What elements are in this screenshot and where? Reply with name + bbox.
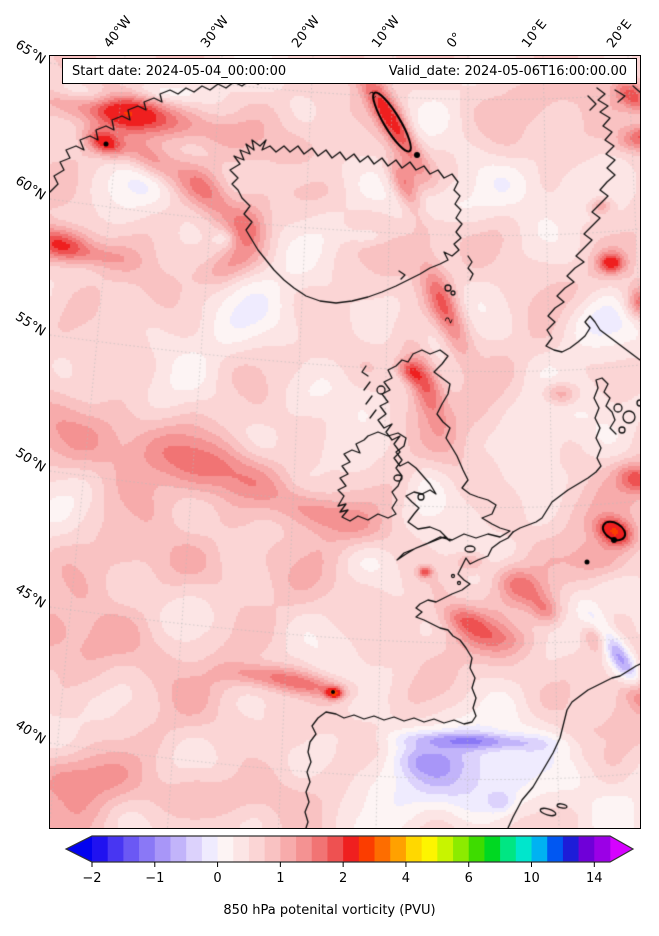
colorbar-segment <box>107 836 124 862</box>
map-plot-area: Start date: 2024-05-04_00:00:00 Valid_da… <box>49 55 641 829</box>
colorbar-tick-label: 1 <box>276 871 284 886</box>
colorbar: −2 −1 0 1 2 4 6 10 14 <box>64 835 635 886</box>
colorbar-segment <box>453 836 470 862</box>
colorbar-segment <box>123 836 140 862</box>
lat-tick-label: 65°N <box>12 37 49 68</box>
colorbar-segment <box>405 836 422 862</box>
colorbar-segment <box>515 836 532 862</box>
lon-tick-label: 40°W <box>101 13 136 52</box>
colorbar-segment <box>170 836 187 862</box>
colorbar-segment <box>421 836 438 862</box>
colorbar-segment <box>296 836 313 862</box>
colorbar-segment <box>468 836 485 862</box>
colorbar-segment <box>139 836 156 862</box>
lat-tick-label: 60°N <box>12 173 49 204</box>
colorbar-segment <box>311 836 328 862</box>
colorbar-caption: 850 hPa potenital vorticity (PVU) <box>223 903 436 918</box>
colorbar-segment <box>248 836 266 862</box>
colorbar-segment <box>217 836 234 862</box>
valid-date-label: Valid_date: 2024-05-06T16:00:00.00 <box>388 63 627 79</box>
colorbar-over-arrow <box>610 836 633 862</box>
colorbar-segment <box>437 836 454 862</box>
colorbar-segment <box>327 836 344 862</box>
colorbar-under-arrow <box>66 836 92 862</box>
lon-tick-label: 20°E <box>604 17 636 51</box>
colorbar-segment <box>186 836 203 862</box>
colorbar-tick-label: 6 <box>465 871 473 886</box>
colorbar-tick-label: −2 <box>82 871 101 886</box>
lat-tick-label: 50°N <box>12 445 49 476</box>
colorbar-segment <box>531 836 548 862</box>
colorbar-tick-label: 14 <box>586 871 603 886</box>
lon-tick-label: 0° <box>444 30 466 51</box>
colorbar-segment <box>280 836 297 862</box>
colorbar-segment <box>500 836 517 862</box>
colorbar-tick-label: 10 <box>523 871 540 886</box>
colorbar-segment <box>343 836 360 862</box>
lon-tick-label: 30°W <box>198 13 233 52</box>
map-title-bar: Start date: 2024-05-04_00:00:00 Valid_da… <box>62 58 637 84</box>
colorbar-segment <box>358 836 375 862</box>
lon-tick-label: 10°W <box>369 13 404 52</box>
lon-tick-label: 20°W <box>289 13 324 52</box>
lon-tick-label: 10°E <box>519 17 551 51</box>
lat-tick-label: 40°N <box>12 717 49 748</box>
colorbar-segment <box>374 836 391 862</box>
colorbar-tick-label: 2 <box>339 871 347 886</box>
colorbar-tick-label: 0 <box>213 871 221 886</box>
colorbar-segment <box>390 836 407 862</box>
colorbar-tick-label: −1 <box>145 871 164 886</box>
colorbar-segment <box>562 836 579 862</box>
colorbar-segment <box>484 836 501 862</box>
colorbar-segment <box>594 836 611 862</box>
colorbar-segment <box>233 836 250 862</box>
colorbar-segment <box>92 836 109 862</box>
colorbar-segment <box>264 836 281 862</box>
colorbar-segment <box>578 836 595 862</box>
colorbar-tick-label: 4 <box>402 871 410 886</box>
start-date-label: Start date: 2024-05-04_00:00:00 <box>72 63 287 79</box>
colorbar-segment <box>154 836 171 862</box>
colorbar-segment <box>201 836 218 862</box>
pv-field-canvas <box>50 56 640 828</box>
lat-tick-label: 45°N <box>12 581 49 612</box>
colorbar-segment <box>547 836 564 862</box>
lat-tick-label: 55°N <box>12 309 49 340</box>
